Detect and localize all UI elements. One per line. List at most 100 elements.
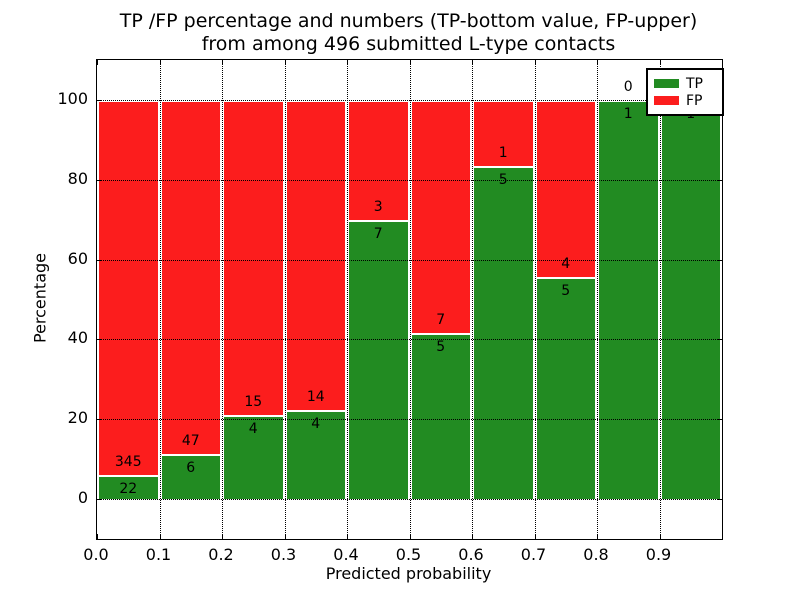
x-tick-label: 0.6 xyxy=(458,545,484,564)
tp-count-label: 5 xyxy=(436,338,446,355)
x-tickmark-top xyxy=(222,60,223,65)
bar-segment-fp xyxy=(159,99,222,454)
bar-segment-tp xyxy=(534,277,597,500)
v-gridline xyxy=(222,60,223,539)
fp-count-label: 3 xyxy=(373,198,383,215)
bar-segment-fp xyxy=(222,99,285,416)
x-axis-label: Predicted probability xyxy=(325,564,492,583)
fp-count-label: 4 xyxy=(561,256,571,273)
x-tick-label: 0.4 xyxy=(333,545,359,564)
v-gridline xyxy=(409,60,411,539)
bar-segment-tp xyxy=(159,453,222,500)
bar-segment-fp xyxy=(97,99,160,476)
fp-count-label: 14 xyxy=(306,389,325,406)
x-tickmark xyxy=(159,534,161,539)
tp-count-label: 4 xyxy=(248,421,258,438)
y-tickmark-right xyxy=(717,259,722,261)
bar-segment-tp xyxy=(347,219,410,500)
v-gridline xyxy=(159,60,161,539)
plot-area: 34522476154144377515450101 TP FP xyxy=(96,59,724,540)
bar-segment-tp xyxy=(222,415,285,500)
v-gridline xyxy=(597,60,598,539)
x-tickmark xyxy=(97,534,98,539)
v-gridline xyxy=(347,60,348,539)
fp-count-label: 15 xyxy=(244,394,263,411)
v-gridline xyxy=(534,60,536,539)
y-tickmark xyxy=(97,259,102,261)
y-tick-label: 100 xyxy=(57,88,88,108)
tp-count-label: 22 xyxy=(119,481,138,498)
tp-count-label: 4 xyxy=(311,416,321,433)
y-tickmark xyxy=(97,99,102,101)
x-tick-label: 0.5 xyxy=(395,545,422,564)
x-tickmark xyxy=(347,534,348,539)
y-tickmark xyxy=(97,179,102,181)
tp-count-label: 5 xyxy=(561,283,571,300)
bar-segment-tp xyxy=(284,410,347,500)
fp-count-label: 47 xyxy=(181,432,200,449)
y-tickmark-right xyxy=(717,419,722,421)
y-tick-label: 80 xyxy=(67,168,88,188)
chart-title: TP /FP percentage and numbers (TP-bottom… xyxy=(96,10,721,56)
chart-title-line1: TP /FP percentage and numbers (TP-bottom… xyxy=(119,10,698,32)
x-tickmark-top xyxy=(347,60,348,65)
x-tick-label: 0.0 xyxy=(83,545,109,564)
x-tickmark xyxy=(409,534,411,539)
bar-segment-tp xyxy=(597,99,660,500)
x-tick-label: 0.8 xyxy=(583,545,609,564)
y-tick-label: 20 xyxy=(67,408,88,428)
bar-segment-tp xyxy=(409,332,472,500)
x-tick-label: 0.3 xyxy=(270,545,297,564)
x-tickmark-top xyxy=(534,60,536,65)
x-tickmark xyxy=(222,534,223,539)
x-tick-label: 0.7 xyxy=(520,545,547,564)
y-tickmark xyxy=(97,339,102,341)
x-tickmark-top xyxy=(409,60,411,65)
x-tick-label: 0.1 xyxy=(145,545,172,564)
v-gridline xyxy=(472,60,473,539)
x-tickmark xyxy=(534,534,536,539)
bar-segment-fp xyxy=(534,99,597,278)
x-tickmark-top xyxy=(472,60,473,65)
x-tickmark-top xyxy=(159,60,161,65)
x-tickmark-top xyxy=(659,60,661,65)
tp-count-label: 1 xyxy=(623,105,633,122)
v-gridline xyxy=(284,60,286,539)
y-tickmark-right xyxy=(717,179,722,181)
legend-swatch-tp xyxy=(654,79,679,88)
x-tickmark xyxy=(597,534,598,539)
fp-count-label: 7 xyxy=(436,311,446,328)
x-tickmark-top xyxy=(97,60,98,65)
x-tickmark xyxy=(472,534,473,539)
legend-row-tp: TP xyxy=(654,75,716,92)
x-tickmark xyxy=(659,534,661,539)
legend-row-fp: FP xyxy=(654,92,716,109)
fp-count-label: 1 xyxy=(498,145,508,162)
tp-count-label: 5 xyxy=(498,172,508,189)
y-tickmark xyxy=(97,499,102,501)
y-tickmark-right xyxy=(717,339,722,341)
legend-swatch-fp xyxy=(654,96,679,105)
y-tickmark xyxy=(97,419,102,421)
legend: TP FP xyxy=(646,68,724,116)
tp-count-label: 6 xyxy=(186,459,196,476)
x-tick-label: 0.2 xyxy=(208,545,234,564)
y-tick-label: 60 xyxy=(67,248,88,268)
v-gridline xyxy=(659,60,661,539)
x-tickmark-top xyxy=(284,60,286,65)
chart-title-line2: from among 496 submitted L-type contacts xyxy=(201,33,616,55)
fp-count-label: 345 xyxy=(114,454,142,471)
bar-segment-tp xyxy=(472,166,535,500)
bar-segment-tp xyxy=(659,99,722,500)
bar-segment-tp xyxy=(97,475,160,500)
bar-segment-fp xyxy=(284,99,347,411)
tp-count-label: 7 xyxy=(373,225,383,242)
bar-segment-fp xyxy=(409,99,472,333)
x-tick-label: 0.9 xyxy=(645,545,672,564)
y-tickmark-right xyxy=(717,499,722,501)
y-tick-label: 40 xyxy=(67,328,88,348)
fp-count-label: 0 xyxy=(623,78,633,95)
legend-label-fp: FP xyxy=(686,92,703,109)
x-tickmark-top xyxy=(597,60,598,65)
